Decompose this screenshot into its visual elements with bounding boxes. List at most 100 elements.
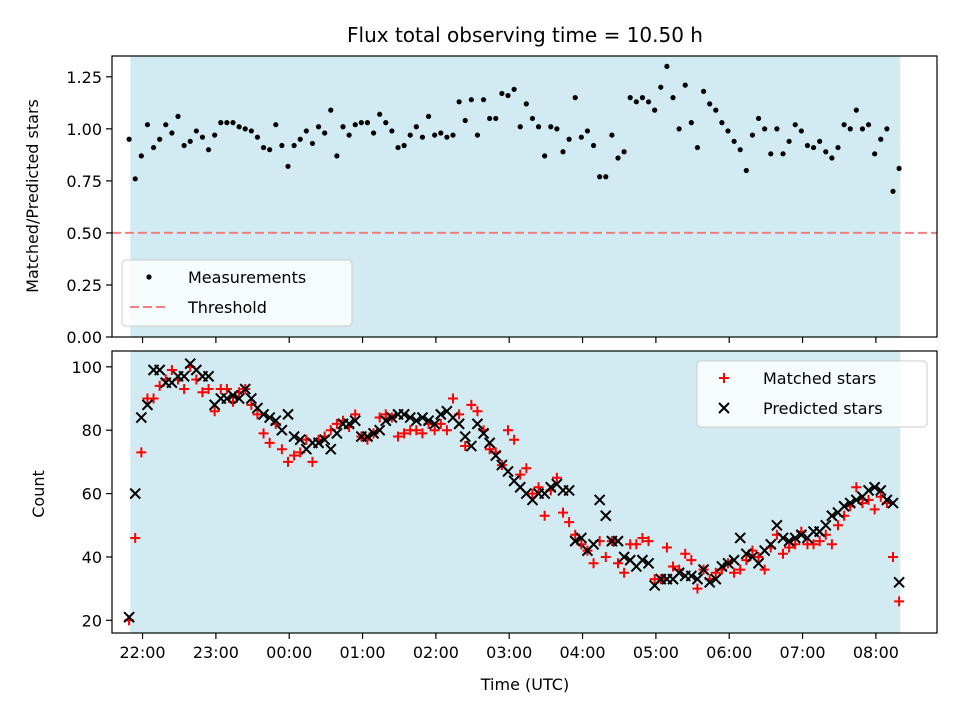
measurement-point [878,136,884,142]
predicted-stars-point [153,364,166,376]
measurement-point [303,128,309,134]
measurement-point [676,126,682,132]
predicted-stars-point [373,424,386,436]
predicted-stars-point [178,370,190,383]
measurement-point [340,124,346,130]
measurement-point [285,163,291,169]
x-tick-label: 01:00 [340,643,386,662]
measurement-point [175,113,181,119]
measurement-point [187,138,193,144]
measurement-point [682,82,688,88]
predicted-stars-point [740,548,753,560]
bottom-panel: 20 40 60 80 100 22:00 23:00 00:00 01:00 02:00 03:0… [71,350,938,662]
matched-stars-point [600,551,611,562]
measurement-point [205,147,212,153]
measurement-point [364,120,371,126]
measurement-point [865,122,872,128]
predicted-stars-point [826,510,838,522]
measurement-point [578,134,584,140]
matched-stars-point [258,428,269,439]
matched-stars-point [826,539,837,550]
measurement-point [817,138,823,144]
measurement-point [804,142,811,149]
matched-stars-point [203,384,214,395]
predicted-stars-point [783,535,795,547]
measurement-point [438,130,444,136]
x-tick-label: 22:00 [120,643,166,662]
measurement-point [707,101,713,107]
top-panel: 0.00 0.25 0.50 0.75 1.00 1.25 Measurements Thre… [66,55,938,347]
matched-stars-point [888,551,898,562]
measurement-point [725,128,731,134]
predicted-stars-point [471,418,484,430]
predicted-stars-point [710,573,722,585]
predicted-stars-point [887,497,899,509]
measurement-point [615,155,621,161]
measurement-point [700,88,707,94]
measurement-point [419,134,426,140]
x-tick-label: 03:00 [486,643,532,662]
predicted-stars-point [490,449,502,462]
measurement-point [713,107,719,113]
measurement-point [480,97,487,103]
measurement-point [847,126,853,132]
measurement-point [639,95,646,101]
measurement-point [346,132,352,138]
matched-stars-point [533,482,544,493]
measurement-point [529,115,536,122]
measurement-point [829,155,835,161]
measurement-point [853,107,859,113]
predicted-stars-point [325,443,337,455]
predicted-stars-point [276,424,288,436]
measurement-point [291,142,297,149]
predicted-stars-point [331,427,343,440]
y-tick-label: 100 [71,358,102,377]
x-axis-label: Time (UTC) [480,675,569,694]
top-y-axis-label: Matched/Predicted stars [23,99,42,293]
matched-stars-point [686,555,697,566]
matched-stars-point [276,444,287,455]
measurement-point [597,174,603,180]
measurement-point [548,124,554,130]
predicted-stars-point [404,411,416,424]
matched-stars-point [619,567,630,578]
predicted-stars-point [569,535,581,547]
matched-stars-point [307,456,318,467]
measurement-point [493,115,499,122]
measurement-point [755,115,762,122]
predicted-stars-point [386,411,398,424]
matched-stars-point [631,539,642,550]
matched-stars-point [808,539,819,550]
measurement-point [810,144,817,151]
predicted-stars-point [221,392,233,405]
measurement-point [627,95,633,101]
predicted-stars-point [270,415,282,427]
matched-stars-point [894,596,905,607]
y-tick-label: 0.25 [66,276,102,295]
measurement-point [199,134,206,140]
measurement-point [474,132,481,138]
measurement-point [273,122,279,128]
matched-stars-point [399,428,410,439]
measurement-point [395,144,401,151]
measurement-point [218,120,224,126]
matched-stars-point [784,542,795,553]
legend-label: Predicted stars [763,399,883,418]
x-tick-label: 08:00 [853,643,899,662]
measurement-point [872,151,878,157]
x-tick-label: 00:00 [266,643,312,662]
predicted-stars-point [282,408,294,421]
measurement-point [505,92,511,99]
matched-stars-point [503,425,513,436]
measurement-point [309,140,316,147]
x-tick-label: 05:00 [633,643,679,662]
measurement-point [737,147,743,153]
measurement-point [792,122,798,128]
measurement-point [334,153,340,159]
matched-stars-point [692,583,703,594]
predicted-stars-point [868,481,881,493]
x-tick-label: 02:00 [413,643,459,662]
measurement-point [352,122,358,128]
matched-stars-point [472,406,483,417]
matched-stars-point [393,431,403,442]
